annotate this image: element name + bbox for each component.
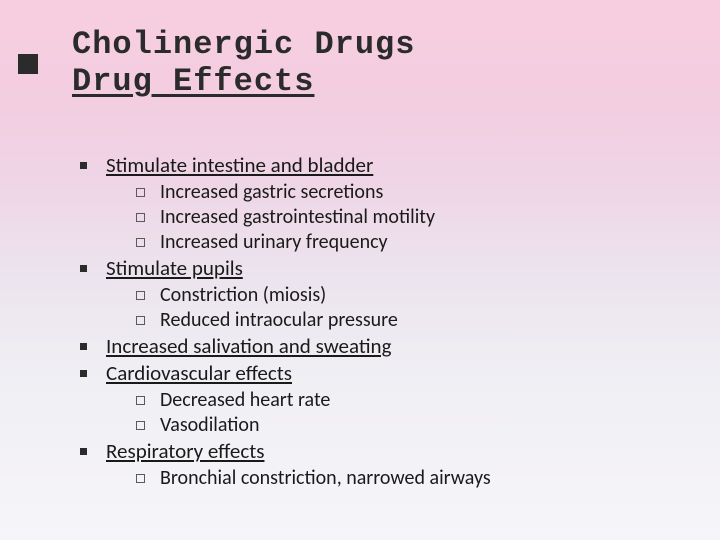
list-item: Cardiovascular effectsDecreased heart ra…: [74, 360, 491, 437]
list-item: Stimulate pupilsConstriction (miosis)Red…: [74, 255, 491, 332]
sub-list-item-label: Bronchial constriction, narrowed airways: [160, 466, 491, 490]
list-item-label: Increased salivation and sweating: [106, 333, 391, 359]
sub-list-item: Bronchial constriction, narrowed airways: [132, 466, 491, 490]
sub-list-item-label: Vasodilation: [160, 413, 259, 437]
title-block: Cholinergic Drugs Drug Effects: [72, 26, 415, 100]
sub-list-item: Constriction (miosis): [132, 283, 491, 307]
title-line-1: Cholinergic Drugs: [72, 26, 415, 63]
sub-list: Increased gastric secretionsIncreased ga…: [132, 180, 491, 254]
list-item-label: Stimulate pupils: [106, 255, 243, 281]
sub-list: Bronchial constriction, narrowed airways: [132, 466, 491, 490]
sub-list-item-label: Increased urinary frequency: [160, 230, 388, 254]
sub-list-item-label: Reduced intraocular pressure: [160, 308, 398, 332]
sub-list-item: Increased gastric secretions: [132, 180, 491, 204]
sub-list-item: Reduced intraocular pressure: [132, 308, 491, 332]
bullet-list: Stimulate intestine and bladderIncreased…: [74, 152, 491, 490]
list-item-label: Respiratory effects: [106, 438, 264, 464]
slide: Cholinergic Drugs Drug Effects Stimulate…: [0, 0, 720, 540]
sub-list: Decreased heart rateVasodilation: [132, 388, 491, 437]
sub-list-item: Increased gastrointestinal motility: [132, 205, 491, 229]
sub-list-item-label: Constriction (miosis): [160, 283, 326, 307]
sub-list-item: Increased urinary frequency: [132, 230, 491, 254]
title-line-2: Drug Effects: [72, 63, 415, 100]
sub-list-item-label: Decreased heart rate: [160, 388, 330, 412]
sub-list-item-label: Increased gastric secretions: [160, 180, 383, 204]
sub-list-item: Decreased heart rate: [132, 388, 491, 412]
list-item: Stimulate intestine and bladderIncreased…: [74, 152, 491, 254]
sub-list: Constriction (miosis)Reduced intraocular…: [132, 283, 491, 332]
sub-list-item: Vasodilation: [132, 413, 491, 437]
list-item: Increased salivation and sweating: [74, 333, 491, 359]
left-accent-bar: [18, 54, 38, 74]
list-item: Respiratory effects Bronchial constricti…: [74, 438, 491, 490]
content-block: Stimulate intestine and bladderIncreased…: [74, 152, 491, 491]
list-item-label: Stimulate intestine and bladder: [106, 152, 373, 178]
list-item-label: Cardiovascular effects: [106, 360, 292, 386]
sub-list-item-label: Increased gastrointestinal motility: [160, 205, 435, 229]
